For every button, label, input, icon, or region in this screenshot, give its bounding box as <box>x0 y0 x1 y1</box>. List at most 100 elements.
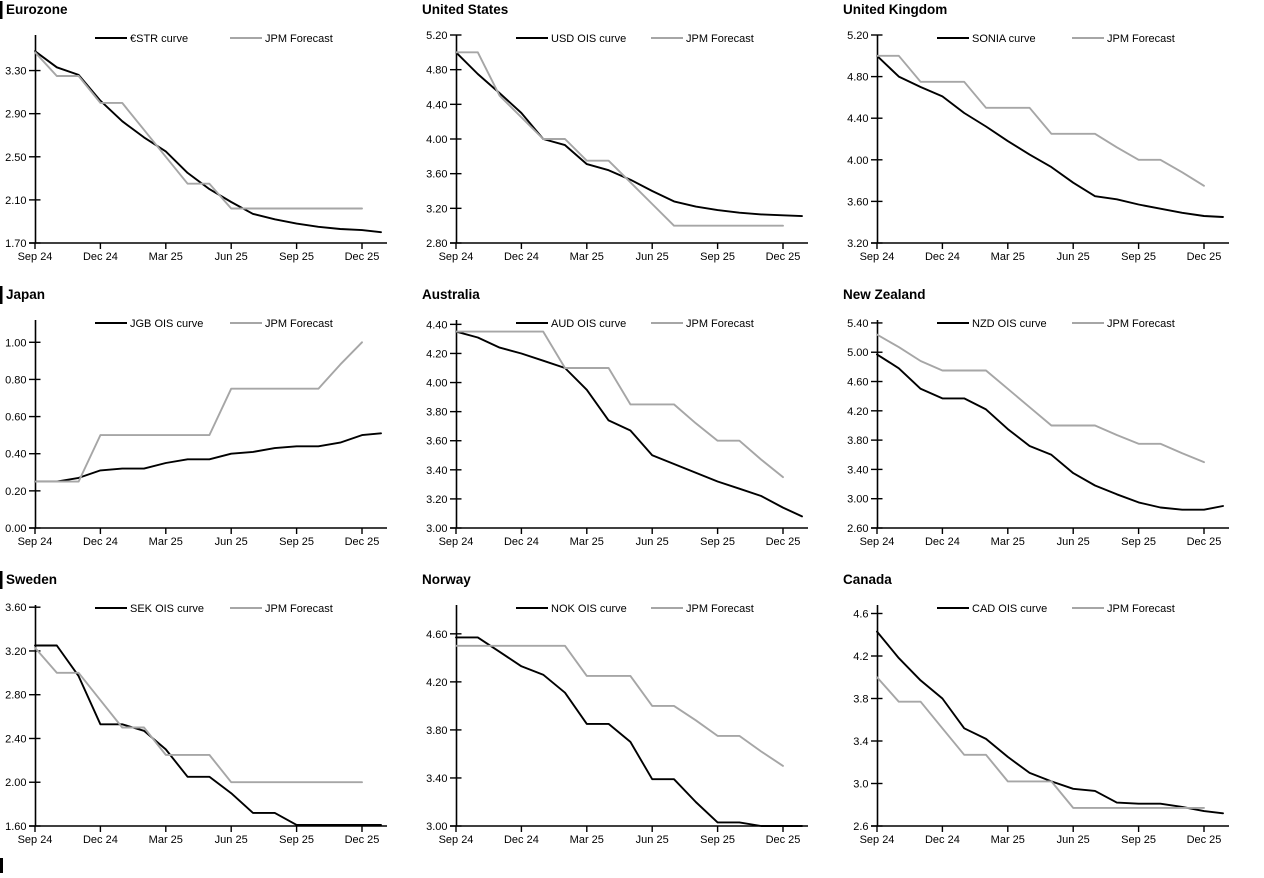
y-tick-label: 3.20 <box>426 494 447 506</box>
chart-australia: Australia 3.00 3.20 3.40 3.60 3.80 4.00 4.20 4.4… <box>421 285 842 570</box>
section-bar <box>0 1 3 19</box>
x-tick-label: Dec 24 <box>83 536 118 548</box>
series-line-sonia-curve <box>876 54 1224 218</box>
x-tick-label: Dec 24 <box>504 536 539 548</box>
y-tick-label: 3.20 <box>5 646 26 658</box>
y-tick-label: 4.60 <box>426 629 447 641</box>
legend-label-nzd-ois-curve: NZD OIS curve <box>972 318 1047 330</box>
y-tick-label: 5.20 <box>847 30 868 42</box>
x-tick-label: Mar 25 <box>149 536 183 548</box>
x-tick-label: Dec 25 <box>1187 251 1222 263</box>
x-tick-label: Jun 25 <box>636 251 669 263</box>
partial-section-bar <box>0 858 3 873</box>
y-tick-label: 0.80 <box>5 374 26 386</box>
series-line-jpm-forecast <box>876 676 1205 809</box>
x-tick-label: Mar 25 <box>991 536 1025 548</box>
series-line-jpm-forecast <box>876 54 1205 187</box>
x-tick-label: Sep 24 <box>18 536 53 548</box>
x-tick-label: Sep 25 <box>279 536 314 548</box>
chart-canada: Canada 2.6 3.0 3.4 3.8 4.2 4.6 Sep 24 Dec 24 Mar … <box>842 570 1264 873</box>
section-bar <box>0 286 3 304</box>
series-line-sek-ois-curve <box>34 644 382 826</box>
x-tick-label: Jun 25 <box>636 834 669 846</box>
legend-label-jpm-forecast: JPM Forecast <box>1107 603 1175 615</box>
x-tick-label: Mar 25 <box>991 834 1025 846</box>
x-tick-label: Sep 25 <box>1121 536 1156 548</box>
y-tick-label: 4.00 <box>426 378 447 390</box>
chart-canvas-sweden: Sweden 1.60 2.00 2.40 2.80 3.20 3.60 Sep 24 Dec … <box>0 571 387 846</box>
y-tick-label: 2.80 <box>426 238 447 250</box>
x-tick-label: Jun 25 <box>215 251 248 263</box>
x-tick-label: Dec 24 <box>83 251 118 263</box>
y-tick-label: 3.40 <box>426 773 447 785</box>
y-tick-label: 2.60 <box>847 523 868 535</box>
y-tick-label: 3.20 <box>426 203 447 215</box>
y-tick-label: 2.6 <box>853 821 868 833</box>
legend-label-jpm-forecast: JPM Forecast <box>265 33 333 45</box>
x-tick-label: Jun 25 <box>215 834 248 846</box>
x-tick-label: Mar 25 <box>149 834 183 846</box>
series-line-cad-ois-curve <box>876 630 1224 815</box>
y-tick-label: 3.80 <box>426 407 447 419</box>
y-tick-label: 2.50 <box>5 152 26 164</box>
y-tick-label: 3.40 <box>426 465 447 477</box>
x-tick-label: Dec 24 <box>504 251 539 263</box>
y-tick-label: 2.80 <box>5 690 26 702</box>
series-line-jpm-forecast <box>455 51 784 227</box>
legend-label-jpm-forecast: JPM Forecast <box>686 33 754 45</box>
series-line-usd-ois-curve <box>455 51 803 218</box>
x-tick-label: Dec 25 <box>345 834 380 846</box>
y-tick-label: 4.80 <box>426 65 447 77</box>
series-line-jpm-forecast <box>455 330 784 479</box>
y-tick-label: 4.20 <box>426 677 447 689</box>
chart-canvas-united-kingdom: United Kingdom 3.20 3.60 4.00 4.40 4.80 5.20 Se… <box>843 2 1229 263</box>
x-tick-label: Jun 25 <box>636 536 669 548</box>
y-tick-label: 4.20 <box>847 406 868 418</box>
y-tick-label: 3.0 <box>853 779 868 791</box>
chart-title: United States <box>422 2 508 17</box>
section-bar <box>0 571 3 589</box>
legend-label-jpm-forecast: JPM Forecast <box>265 603 333 615</box>
chart-canvas-canada: Canada 2.6 3.0 3.4 3.8 4.2 4.6 Sep 24 Dec 24 Mar … <box>843 572 1229 846</box>
y-tick-label: 3.80 <box>426 725 447 737</box>
x-tick-label: Sep 25 <box>279 251 314 263</box>
y-tick-label: 3.60 <box>426 169 447 181</box>
x-tick-label: Jun 25 <box>1057 536 1090 548</box>
y-tick-label: 3.8 <box>853 694 868 706</box>
chart-canvas-norway: Norway 3.00 3.40 3.80 4.20 4.60 Sep 24 Dec 24 Ma… <box>422 572 808 846</box>
chart-title: New Zealand <box>843 287 926 302</box>
x-tick-label: Sep 25 <box>1121 834 1156 846</box>
chart-eurozone: Eurozone 1.70 2.10 2.50 2.90 3.30 Sep 24 Dec 24… <box>0 0 421 285</box>
legend-label-jpm-forecast: JPM Forecast <box>686 603 754 615</box>
y-tick-label: 4.6 <box>853 609 868 621</box>
chart-title: Australia <box>422 287 480 302</box>
x-tick-label: Mar 25 <box>570 834 604 846</box>
chart-new-zealand: New Zealand 2.60 3.00 3.40 3.80 4.20 4.60 5.00 5… <box>842 285 1264 570</box>
x-tick-label: Jun 25 <box>215 536 248 548</box>
chart-title: Canada <box>843 572 892 587</box>
series-line-jpm-forecast <box>876 333 1205 464</box>
y-tick-label: 3.00 <box>426 523 447 535</box>
series-line-nok-ois-curve <box>455 636 803 827</box>
x-tick-label: Sep 25 <box>700 251 735 263</box>
y-tick-label: 3.60 <box>426 436 447 448</box>
chart-title: United Kingdom <box>843 2 947 17</box>
x-tick-label: Dec 24 <box>83 834 118 846</box>
x-tick-label: Dec 24 <box>925 834 960 846</box>
y-tick-label: 0.20 <box>5 486 26 498</box>
x-tick-label: Sep 25 <box>1121 251 1156 263</box>
y-tick-label: 3.60 <box>847 196 868 208</box>
legend-label-usd-ois-curve: USD OIS curve <box>551 33 626 45</box>
series-line-str-curve <box>34 50 382 234</box>
series-line-jpm-forecast <box>455 644 784 767</box>
x-tick-label: Sep 24 <box>18 251 53 263</box>
y-tick-label: 4.80 <box>847 72 868 84</box>
legend-label-jpm-forecast: JPM Forecast <box>265 318 333 330</box>
x-tick-label: Dec 25 <box>766 834 801 846</box>
legend-label-sek-ois-curve: SEK OIS curve <box>130 603 204 615</box>
chart-title: Sweden <box>6 572 57 587</box>
x-tick-label: Sep 24 <box>860 536 895 548</box>
chart-canvas-eurozone: Eurozone 1.70 2.10 2.50 2.90 3.30 Sep 24 Dec 24… <box>0 1 387 263</box>
y-tick-label: 2.90 <box>5 109 26 121</box>
